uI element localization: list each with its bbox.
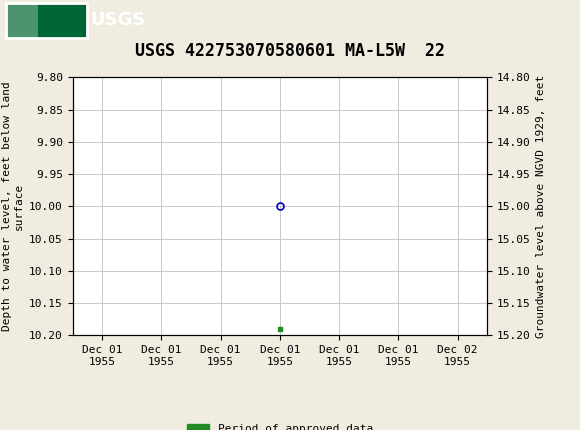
Bar: [6, 3, 38, 37]
Text: USGS: USGS: [90, 12, 145, 29]
FancyBboxPatch shape: [6, 3, 87, 37]
Y-axis label: Depth to water level, feet below land
surface: Depth to water level, feet below land su…: [2, 82, 23, 331]
Legend: Period of approved data: Period of approved data: [182, 419, 378, 430]
Text: USGS 422753070580601 MA-L5W  22: USGS 422753070580601 MA-L5W 22: [135, 42, 445, 60]
Y-axis label: Groundwater level above NGVD 1929, feet: Groundwater level above NGVD 1929, feet: [536, 75, 546, 338]
